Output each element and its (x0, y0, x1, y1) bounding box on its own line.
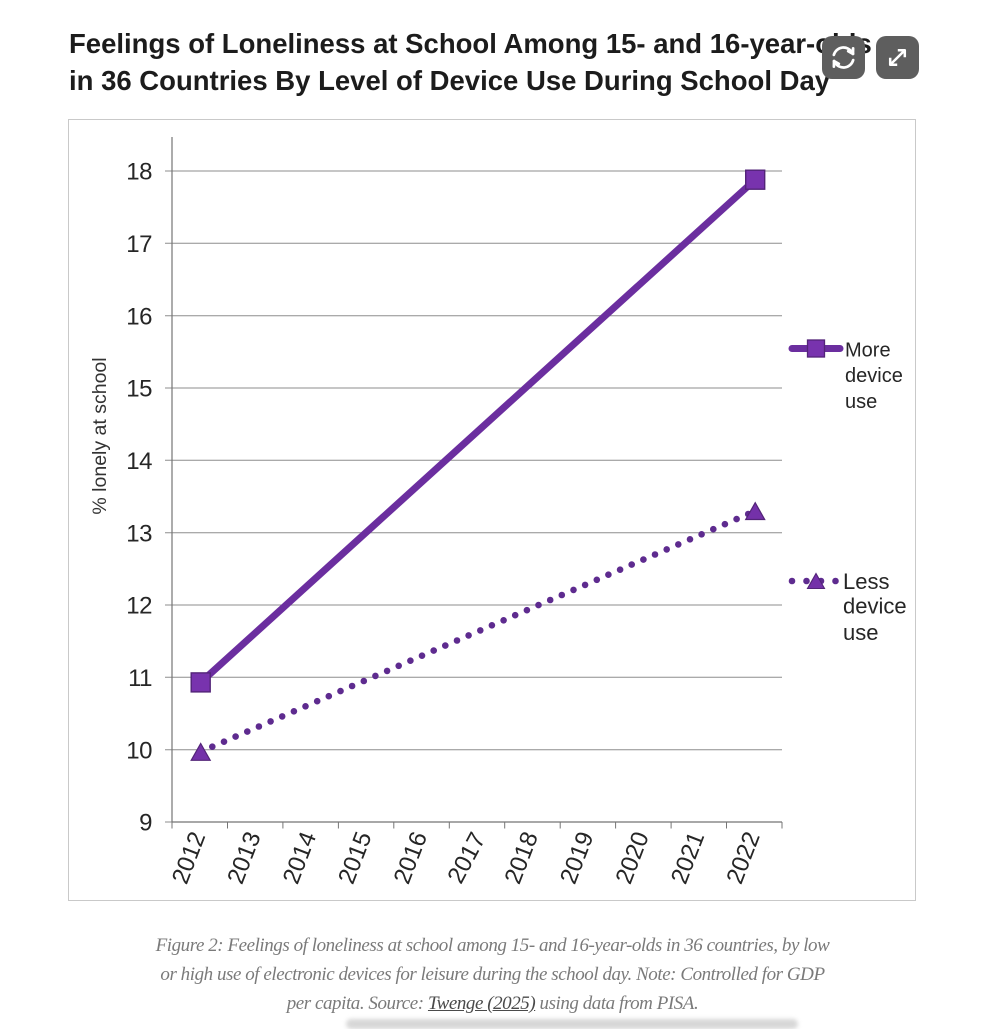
svg-text:2017: 2017 (442, 828, 491, 888)
svg-text:17: 17 (126, 231, 152, 258)
svg-text:Less: Less (843, 569, 889, 594)
svg-text:14: 14 (126, 448, 152, 475)
svg-text:2015: 2015 (333, 828, 377, 888)
svg-text:11: 11 (128, 665, 152, 692)
svg-text:9: 9 (139, 810, 152, 837)
svg-text:More: More (845, 339, 891, 361)
svg-text:2020: 2020 (610, 828, 654, 888)
svg-text:10: 10 (126, 737, 152, 764)
svg-text:2013: 2013 (222, 828, 266, 888)
svg-text:device: device (843, 594, 907, 619)
svg-text:2019: 2019 (555, 828, 599, 888)
svg-text:2016: 2016 (389, 828, 433, 888)
svg-text:12: 12 (126, 593, 152, 620)
svg-text:use: use (845, 391, 877, 413)
svg-text:13: 13 (126, 520, 152, 547)
svg-text:% lonely at school: % lonely at school (89, 357, 111, 514)
svg-text:15: 15 (126, 376, 152, 403)
svg-text:use: use (843, 620, 878, 645)
svg-text:2018: 2018 (500, 828, 544, 888)
svg-text:16: 16 (126, 303, 152, 330)
svg-text:18: 18 (126, 159, 152, 186)
svg-text:device: device (845, 365, 903, 387)
svg-text:2012: 2012 (167, 828, 211, 888)
svg-text:2022: 2022 (721, 828, 765, 888)
svg-text:2014: 2014 (278, 828, 322, 888)
svg-text:2021: 2021 (666, 828, 710, 888)
